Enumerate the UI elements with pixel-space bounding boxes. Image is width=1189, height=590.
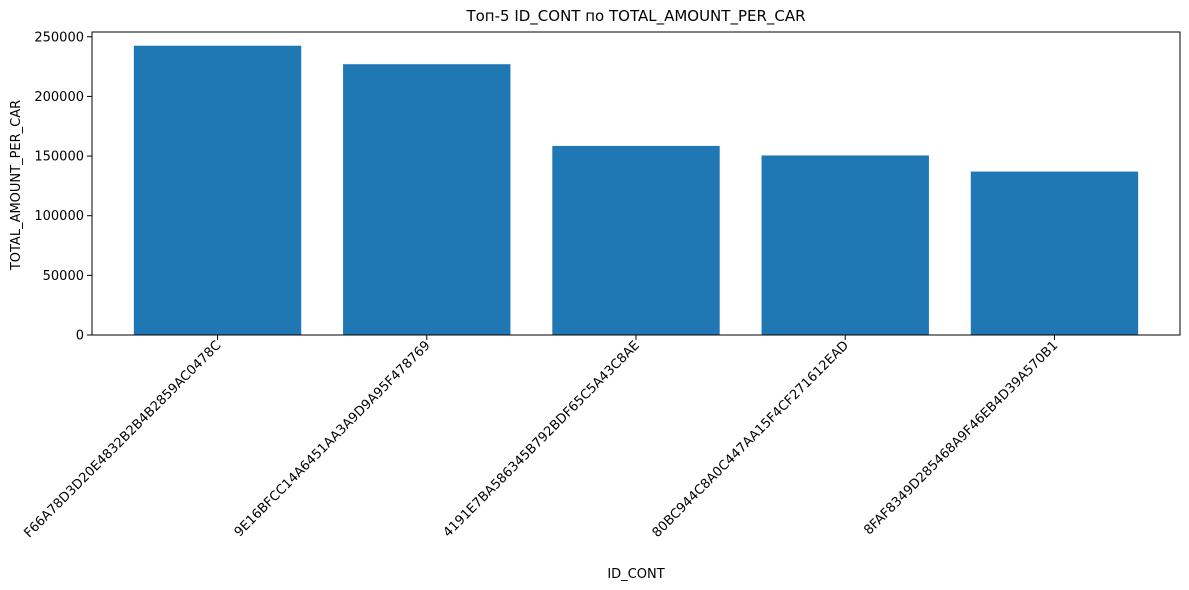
x-axis-label: ID_CONT [607, 567, 664, 582]
x-tick-label: 4191E7BA586345B792BDF65C5A43C8AE [441, 338, 643, 540]
bar-2 [343, 64, 511, 335]
bar-1 [133, 45, 302, 335]
y-axis: 0 50000 100000 150000 200000 250000 [34, 30, 92, 344]
plot-frame [91, 31, 1181, 336]
chart-title: Топ-5 ID_CONT по TOTAL_AMOUNT_PER_CAR [465, 7, 805, 26]
y-tick-label: 150000 [34, 150, 84, 165]
bar-3 [552, 145, 720, 335]
y-tick-label: 0 [76, 329, 84, 344]
bar-5 [970, 171, 1139, 335]
x-tick-label: 8FAF8349D285468A9F46EB4D39A570B1 [861, 338, 1061, 538]
x-tick-label: 9E16BFCC14A6451AA3A9D9A95F478769 [232, 338, 434, 540]
bars-group [133, 45, 1139, 335]
y-tick-label: 250000 [34, 30, 84, 45]
y-tick-label: 50000 [43, 269, 84, 284]
x-axis: F66A78D3D20E4832B2B4B2859AC0478C 9E16BFCC… [22, 335, 1061, 541]
y-axis-label: TOTAL_AMOUNT_PER_CAR [9, 100, 24, 271]
y-tick-label: 100000 [34, 209, 84, 224]
x-tick-label: 80BC944C8A0C447AA15F4CF271612EAD [650, 338, 852, 540]
x-tick-label: F66A78D3D20E4832B2B4B2859AC0478C [22, 338, 225, 541]
y-tick-label: 200000 [34, 90, 84, 105]
bar-4 [761, 155, 929, 335]
